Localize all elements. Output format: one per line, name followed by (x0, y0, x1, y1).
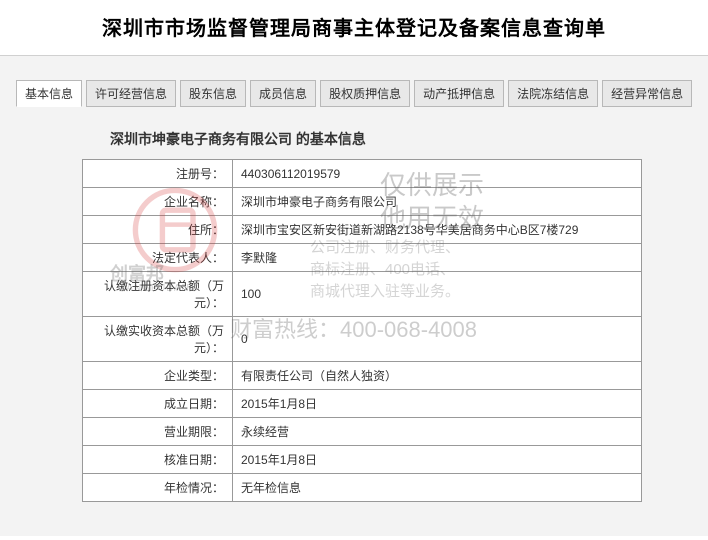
table-row: 法定代表人： 李默隆 (83, 244, 642, 272)
page-title: 深圳市市场监督管理局商事主体登记及备案信息查询单 (0, 12, 708, 41)
field-label-address: 住所： (83, 216, 233, 244)
field-label-established: 成立日期： (83, 390, 233, 418)
tab-abnormal-operation[interactable]: 经营异常信息 (602, 80, 692, 107)
table-row: 企业名称： 深圳市坤豪电子商务有限公司 (83, 188, 642, 216)
field-value-regno: 440306112019579 (233, 160, 642, 188)
tab-court-freeze[interactable]: 法院冻结信息 (508, 80, 598, 107)
table-row: 注册号： 440306112019579 (83, 160, 642, 188)
tab-basic-info[interactable]: 基本信息 (16, 80, 82, 107)
field-label-paidin: 认缴实收资本总额（万元）： (83, 317, 233, 362)
content-wrapper: 基本信息 许可经营信息 股东信息 成员信息 股权质押信息 动产抵押信息 法院冻结… (0, 56, 708, 536)
table-row: 营业期限： 永续经营 (83, 418, 642, 446)
field-value-period: 永续经营 (233, 418, 642, 446)
table-row: 住所： 深圳市宝安区新安街道新湖路2138号华美居商务中心B区7楼729 (83, 216, 642, 244)
field-label-period: 营业期限： (83, 418, 233, 446)
tab-license-info[interactable]: 许可经营信息 (86, 80, 176, 107)
field-value-subscribed: 100 (233, 272, 642, 317)
table-row: 核准日期： 2015年1月8日 (83, 446, 642, 474)
field-label-annual: 年检情况： (83, 474, 233, 502)
table-row: 成立日期： 2015年1月8日 (83, 390, 642, 418)
table-row: 认缴注册资本总额（万元）： 100 (83, 272, 642, 317)
tab-chattel-mortgage[interactable]: 动产抵押信息 (414, 80, 504, 107)
field-label-name: 企业名称： (83, 188, 233, 216)
table-row: 认缴实收资本总额（万元）： 0 (83, 317, 642, 362)
company-subtitle: 深圳市坤豪电子商务有限公司 的基本信息 (0, 107, 708, 159)
field-value-address: 深圳市宝安区新安街道新湖路2138号华美居商务中心B区7楼729 (233, 216, 642, 244)
field-value-name: 深圳市坤豪电子商务有限公司 (233, 188, 642, 216)
field-label-legalrep: 法定代表人： (83, 244, 233, 272)
tab-equity-pledge[interactable]: 股权质押信息 (320, 80, 410, 107)
tab-shareholder-info[interactable]: 股东信息 (180, 80, 246, 107)
field-value-type: 有限责任公司（自然人独资） (233, 362, 642, 390)
field-value-approved: 2015年1月8日 (233, 446, 642, 474)
tabs-row: 基本信息 许可经营信息 股东信息 成员信息 股权质押信息 动产抵押信息 法院冻结… (0, 56, 708, 107)
page-header: 深圳市市场监督管理局商事主体登记及备案信息查询单 (0, 0, 708, 56)
field-label-type: 企业类型： (83, 362, 233, 390)
field-value-established: 2015年1月8日 (233, 390, 642, 418)
field-label-subscribed: 认缴注册资本总额（万元）： (83, 272, 233, 317)
field-label-approved: 核准日期： (83, 446, 233, 474)
field-value-annual: 无年检信息 (233, 474, 642, 502)
table-row: 企业类型： 有限责任公司（自然人独资） (83, 362, 642, 390)
field-label-regno: 注册号： (83, 160, 233, 188)
info-table: 注册号： 440306112019579 企业名称： 深圳市坤豪电子商务有限公司… (82, 159, 642, 502)
tab-member-info[interactable]: 成员信息 (250, 80, 316, 107)
table-row: 年检情况： 无年检信息 (83, 474, 642, 502)
company-name: 深圳市坤豪电子商务有限公司 (110, 131, 292, 147)
field-value-paidin: 0 (233, 317, 642, 362)
subtitle-suffix: 的基本信息 (292, 131, 366, 147)
field-value-legalrep: 李默隆 (233, 244, 642, 272)
